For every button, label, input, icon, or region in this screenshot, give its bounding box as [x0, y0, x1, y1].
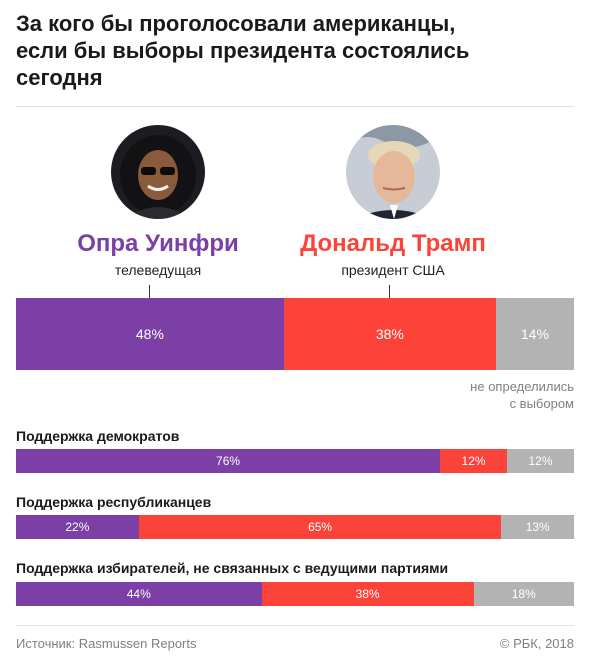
bar-democrats-label-winfrey: 76% [216, 454, 241, 468]
trump-role: президент США [341, 262, 445, 278]
winfrey-photo [111, 125, 205, 219]
copyright: © РБК, 2018 [499, 636, 574, 651]
bar-republicans: 22% 65% 13% [16, 515, 574, 539]
bar-democrats-segment-undecided: 12% [507, 449, 574, 473]
bar-independents-label-winfrey: 44% [126, 587, 151, 601]
bar-republicans-segment-winfrey: 22% [16, 515, 139, 539]
divider-top [16, 106, 574, 107]
main-label-undecided: 14% [520, 326, 549, 342]
bar-republicans-label-trump: 65% [308, 520, 333, 534]
bar-republicans-segment-undecided: 13% [501, 515, 574, 539]
main-label-trump: 38% [375, 326, 404, 342]
bar-independents-segment-trump: 38% [261, 582, 474, 606]
main-label-winfrey: 48% [135, 326, 164, 342]
group-label-independents: Поддержка избирателей, не связанных с ве… [16, 560, 449, 576]
bar-independents: 44% 38% 18% [16, 582, 574, 606]
bar-independents-label-trump: 38% [355, 587, 380, 601]
chart-title: За кого бы проголосовали американцы, есл… [16, 11, 470, 90]
bar-democrats-label-trump: 12% [461, 454, 486, 468]
bar-democrats-segment-trump: 12% [440, 449, 508, 473]
winfrey-name: Опра Уинфри [77, 230, 239, 257]
main-segment-undecided: 14% [495, 298, 574, 370]
main-segment-trump: 38% [283, 298, 496, 370]
bar-republicans-label-undecided: 13% [525, 520, 550, 534]
bar-independents-segment-winfrey: 44% [16, 582, 262, 606]
main-segment-winfrey: 48% [16, 298, 284, 370]
bar-independents-segment-undecided: 18% [473, 582, 574, 606]
bar-democrats-label-undecided: 12% [528, 454, 553, 468]
bar-independents-label-undecided: 18% [511, 587, 536, 601]
group-label-republicans: Поддержка республиканцев [16, 494, 212, 510]
trump-photo [346, 125, 440, 219]
divider-bottom [16, 625, 574, 626]
bar-democrats-segment-winfrey: 76% [16, 449, 441, 473]
winfrey-role: телеведущая [114, 262, 202, 278]
trump-name: Дональд Трамп [300, 230, 486, 257]
bar-republicans-segment-trump: 65% [138, 515, 502, 539]
source-note: Источник: Rasmussen Reports [16, 636, 197, 651]
bar-democrats: 76% 12% 12% [16, 449, 574, 473]
group-label-democrats: Поддержка демократов [16, 428, 180, 444]
main-bar: 48% 38% 14% [16, 298, 574, 370]
bar-republicans-label-winfrey: 22% [65, 520, 90, 534]
undecided-note: не определились с выбором [470, 379, 574, 411]
